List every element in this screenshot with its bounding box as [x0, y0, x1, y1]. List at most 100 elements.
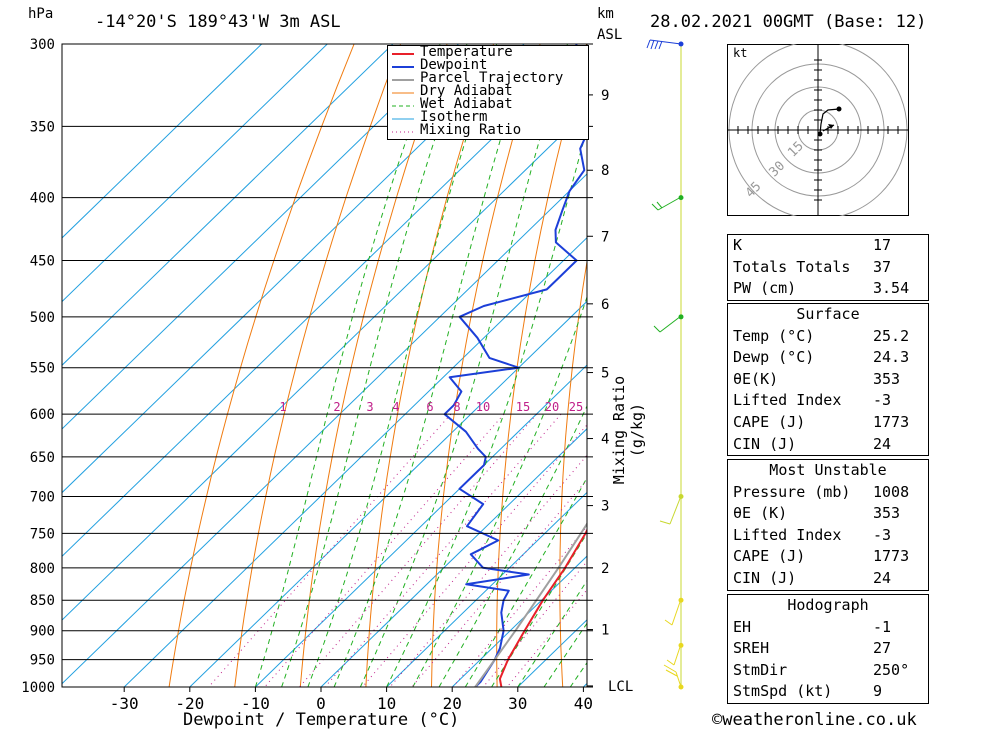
mixing-ratio-label: 2 [333, 400, 340, 414]
temperature-line [498, 528, 587, 687]
mu-row-cape: CAPE (J) 1773 [728, 546, 928, 568]
value: 353 [873, 369, 901, 388]
location-title: -14°20'S 189°43'W 3m ASL [95, 12, 341, 32]
hodograph-top-point [836, 106, 842, 112]
legend-mixing-ratio: Mixing Ratio [420, 122, 522, 138]
km-tick-label: 9 [601, 88, 609, 104]
mixing-ratio-line [264, 413, 505, 687]
label: StmDir [733, 660, 788, 679]
mixing-ratio-label: 20 [545, 400, 559, 414]
hodograph-unit: kt [733, 46, 747, 60]
most-unstable-title: Most Unstable [769, 461, 887, 479]
isotherm-line [62, 44, 263, 239]
mixing-ratio-line [452, 525, 587, 687]
km-tick-label: 6 [601, 297, 609, 313]
x-axis-title: Dewpoint / Temperature (°C) [183, 710, 460, 730]
label: Lifted Index [733, 525, 842, 544]
km-tick-label: 8 [601, 163, 609, 179]
wind-barb [666, 643, 682, 666]
index-row-k: K 17 [728, 235, 928, 257]
isotherm-line [62, 173, 587, 685]
storm-motion-arrowhead [828, 124, 834, 129]
pressure-tick-label: 550 [30, 361, 55, 377]
wet-adiabat-line [254, 44, 441, 687]
wet-adiabat-line [281, 44, 468, 687]
label: Pressure (mb) [733, 482, 851, 501]
dry-adiabat-line [365, 44, 495, 687]
isotherm-line [123, 236, 587, 687]
pressure-tick-label: 600 [30, 407, 55, 423]
mixing-ratio-line [324, 413, 562, 687]
hodo-row-stmspd: StmSpd (kt) 9 [728, 681, 928, 703]
pressure-tick-label: 950 [30, 653, 55, 669]
wind-level-dot [678, 314, 684, 320]
label: EH [733, 617, 752, 636]
surface-row-cape: CAPE (J) 1773 [728, 412, 928, 434]
footer-credit[interactable]: ©weatheronline.co.uk [712, 710, 917, 730]
surface-row-temp: Temp (°C) 25.2 [728, 326, 928, 348]
legend-temperature: Temperature [420, 44, 513, 60]
mixing-ratio-line [362, 424, 587, 687]
surface-row-li: Lifted Index -3 [728, 390, 928, 412]
value: -1 [873, 617, 892, 636]
surface-row-thetae: θE(K) 353 [728, 369, 928, 391]
wind-barb [651, 196, 682, 211]
mixing-ratio-label: 6 [426, 400, 433, 414]
mu-row-li: Lifted Index -3 [728, 525, 928, 547]
wind-barb [664, 598, 682, 626]
legend: Temperature Dewpoint Parcel Trajectory D… [387, 45, 589, 140]
label: SREH [733, 639, 770, 658]
isotherm-line [189, 300, 587, 687]
label: CIN (J) [733, 434, 797, 453]
parcel-trajectory-line [474, 522, 587, 687]
value: 3.54 [873, 279, 910, 298]
wind-level-dot [678, 195, 684, 201]
surface-row-dewp: Dewp (°C) 24.3 [728, 347, 928, 369]
wind-barb [659, 495, 682, 525]
mixing-ratio-label: 10 [476, 400, 490, 414]
pressure-tick-label: 500 [30, 310, 55, 326]
km-tick-label: 5 [601, 366, 609, 382]
km-tick-label: 3 [601, 499, 609, 515]
wet-adiabat-line [333, 44, 531, 687]
x-tick-label: -20 [175, 694, 204, 713]
mu-row-pressure: Pressure (mb) 1008 [728, 482, 928, 504]
isotherm-line [320, 428, 587, 687]
indices-table: K 17 Totals Totals 37 PW (cm) 3.54 [727, 234, 929, 301]
x-tick-label: -10 [241, 694, 270, 713]
value: 37 [873, 257, 892, 276]
wet-adiabat-line [438, 404, 587, 687]
label: Temp (°C) [733, 326, 815, 345]
label: Totals Totals [733, 257, 851, 276]
mu-row-thetae: θE (K) 353 [728, 503, 928, 525]
label: Lifted Index [733, 391, 842, 410]
dewpoint-line [443, 44, 587, 687]
pressure-tick-label: 900 [30, 624, 55, 640]
mixing-ratio-axis-title: Mixing Ratio (g/kg) [610, 375, 646, 485]
value: 250° [873, 660, 910, 679]
legend-dry-adiabat: Dry Adiabat [420, 83, 513, 99]
x-tick-label: 0 [316, 694, 326, 713]
km-tick-label: 4 [601, 432, 609, 448]
mu-row-cin: CIN (J) 24 [728, 568, 928, 590]
value: 1008 [873, 482, 910, 501]
pressure-tick-label: 450 [30, 254, 55, 270]
pressure-tick-label: 400 [30, 191, 55, 207]
surface-table: Surface Temp (°C) 25.2 Dewp (°C) 24.3 θE(K… [727, 303, 929, 457]
height-unit: km [597, 6, 614, 22]
dry-adiabat-line [952, 44, 1000, 687]
value: -3 [873, 391, 892, 410]
km-tick-label: 1 [601, 623, 609, 639]
hodograph-table: Hodograph EH -1 SREH 27 StmDir 250° StmSpd … [727, 594, 929, 704]
legend-wet-adiabat: Wet Adiabat [420, 96, 513, 112]
mixing-ratio-label: 3 [366, 400, 373, 414]
value: 17 [873, 236, 892, 254]
date-title: 28.02.2021 00GMT (Base: 12) [650, 12, 927, 32]
x-tick-label: 20 [443, 694, 462, 713]
label: K [733, 236, 743, 254]
wind-barb [653, 315, 682, 333]
label: StmSpd (kt) [733, 682, 833, 701]
pressure-tick-label: 350 [30, 119, 55, 135]
most-unstable-table: Most Unstable Pressure (mb) 1008 θE (K) 35… [727, 459, 929, 591]
isotherm-line [62, 44, 328, 303]
